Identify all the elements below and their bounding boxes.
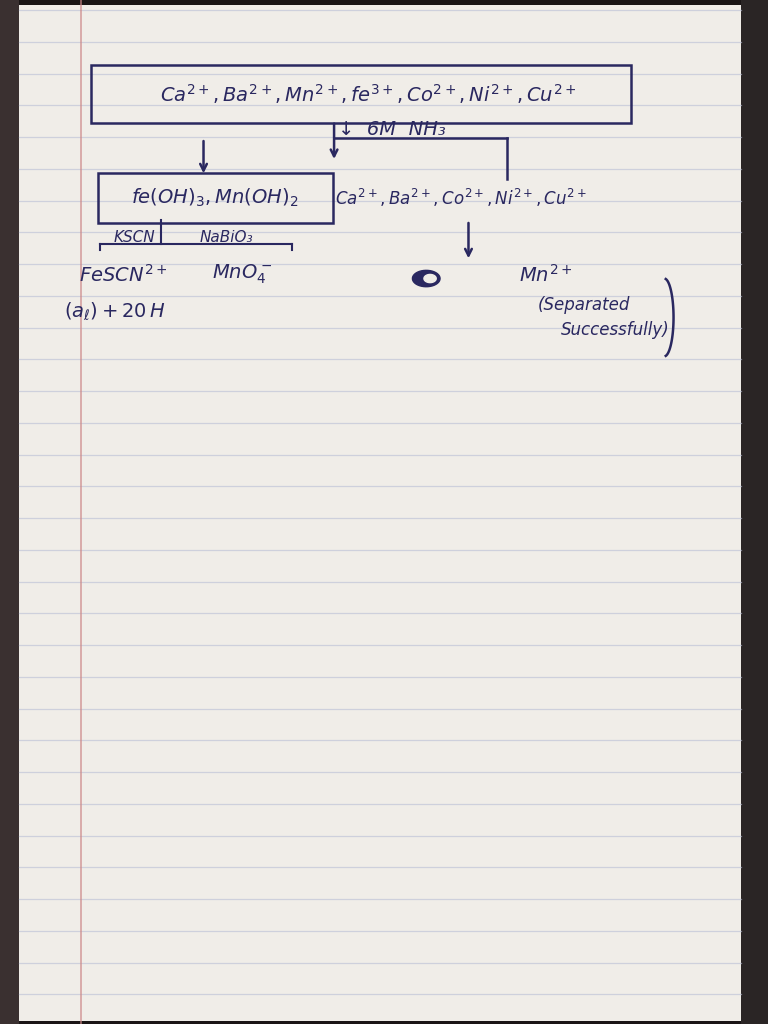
Text: $FeSCN^{2+}$: $FeSCN^{2+}$ (78, 263, 167, 286)
FancyBboxPatch shape (741, 0, 768, 1024)
Text: $Ca^{2+}, Ba^{2+}, Co^{2+}, Ni^{2+}, Cu^{2+}$: $Ca^{2+}, Ba^{2+}, Co^{2+}, Ni^{2+}, Cu^… (335, 186, 587, 209)
Text: NaBiO₃: NaBiO₃ (200, 230, 253, 245)
Text: $MnO_4^-$: $MnO_4^-$ (212, 263, 272, 286)
Polygon shape (412, 270, 440, 287)
Text: KSCN: KSCN (114, 230, 155, 245)
FancyBboxPatch shape (0, 0, 19, 1024)
Text: $fe(OH)_3, Mn(OH)_2$: $fe(OH)_3, Mn(OH)_2$ (131, 186, 299, 209)
Text: (Separated: (Separated (538, 296, 630, 314)
Text: ↓  6M  NH₃: ↓ 6M NH₃ (338, 120, 445, 138)
Text: $Mn^{2+}$: $Mn^{2+}$ (518, 263, 572, 286)
Text: $Ca^{2+}, Ba^{2+}, Mn^{2+}, fe^{3+}, Co^{2+}, Ni^{2+}, Cu^{2+}$: $Ca^{2+}, Ba^{2+}, Mn^{2+}, fe^{3+}, Co^… (161, 82, 577, 106)
Polygon shape (424, 274, 436, 283)
Text: $(a_\ell)+20\, H$: $(a_\ell)+20\, H$ (65, 301, 166, 324)
FancyBboxPatch shape (15, 5, 749, 1021)
Text: Successfully): Successfully) (561, 321, 670, 339)
